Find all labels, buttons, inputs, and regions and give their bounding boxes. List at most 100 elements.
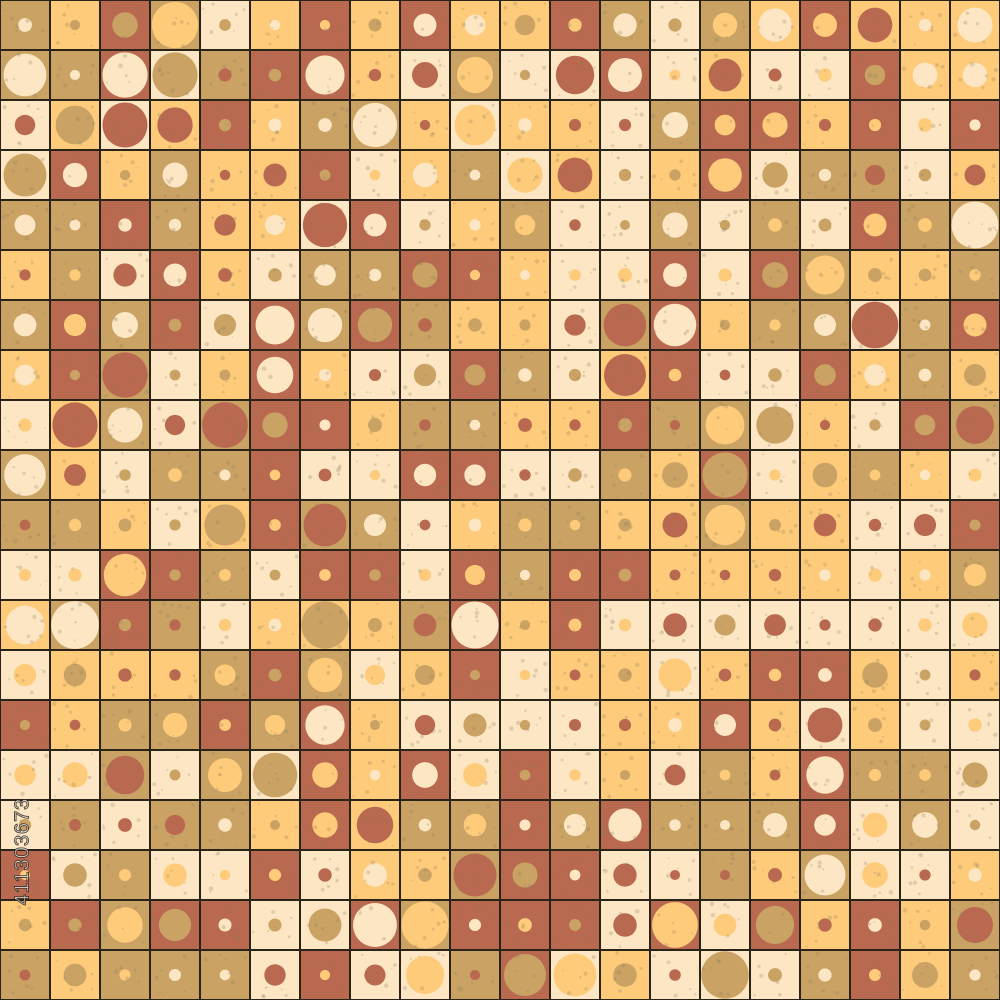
speckle — [101, 713, 106, 718]
speckle — [538, 716, 542, 720]
speckle — [302, 644, 306, 648]
speckle — [513, 72, 517, 75]
speckle — [751, 756, 755, 760]
tile-dot — [613, 963, 637, 987]
speckle — [113, 618, 117, 622]
tile — [701, 251, 749, 299]
tile-dot — [163, 863, 187, 887]
speckle — [414, 121, 417, 124]
speckle — [251, 92, 255, 96]
speckle — [516, 177, 521, 183]
speckle — [141, 734, 146, 740]
speckle — [820, 889, 825, 893]
speckle — [315, 503, 319, 507]
tile-dot — [118, 818, 132, 832]
speckle — [116, 340, 119, 343]
speckle — [523, 257, 527, 261]
speckle — [267, 52, 271, 56]
speckle — [877, 9, 881, 13]
tile — [851, 1, 899, 49]
speckle — [390, 575, 395, 579]
speckle — [672, 930, 676, 934]
speckle — [184, 470, 188, 474]
tile — [301, 351, 349, 399]
tile — [551, 401, 599, 449]
speckle — [791, 459, 797, 465]
speckle — [326, 884, 331, 889]
speckle — [778, 35, 783, 40]
speckle — [102, 826, 106, 830]
tile-dot — [662, 512, 688, 538]
speckle — [726, 934, 730, 938]
speckle — [823, 562, 827, 567]
speckle — [759, 134, 764, 140]
tile — [1, 451, 49, 499]
speckle — [114, 317, 117, 320]
speckle — [106, 211, 110, 215]
speckle — [863, 861, 868, 866]
speckle — [819, 508, 823, 512]
tile-dot — [864, 364, 886, 386]
speckle — [187, 454, 191, 458]
speckle — [914, 283, 918, 287]
tile-dot — [319, 569, 331, 581]
speckle — [714, 635, 716, 638]
tile-dot — [413, 613, 437, 637]
speckle — [919, 127, 924, 131]
tile — [501, 951, 549, 999]
speckle — [639, 19, 644, 24]
speckle — [714, 86, 718, 90]
tile — [951, 601, 999, 649]
speckle — [375, 439, 379, 442]
tile-dot — [451, 601, 499, 649]
tile-dot — [868, 268, 882, 282]
speckle — [763, 137, 768, 143]
speckle — [574, 742, 577, 746]
speckle — [393, 158, 397, 163]
speckle — [795, 640, 799, 644]
tile-dot — [252, 752, 298, 798]
speckle — [338, 609, 343, 615]
speckle — [261, 389, 264, 392]
speckle — [326, 670, 331, 675]
tile — [651, 451, 699, 499]
speckle — [119, 553, 122, 556]
speckle — [635, 908, 640, 914]
speckle — [322, 263, 326, 267]
speckle — [291, 442, 295, 447]
tile — [201, 201, 249, 249]
speckle — [818, 272, 824, 278]
speckle — [40, 157, 45, 162]
tile — [501, 151, 549, 199]
speckle — [204, 306, 207, 309]
speckle — [628, 80, 631, 83]
speckle — [344, 702, 350, 707]
speckle — [763, 653, 768, 658]
tile-dot — [356, 806, 394, 844]
speckle — [110, 802, 115, 808]
tile — [551, 951, 599, 999]
speckle — [479, 180, 482, 183]
tile — [701, 201, 749, 249]
speckle — [259, 387, 263, 391]
tile-dot — [468, 318, 482, 332]
speckle — [227, 123, 230, 126]
speckle — [827, 842, 831, 846]
tile-dot — [63, 963, 87, 987]
tile-dot — [102, 52, 148, 98]
tile — [401, 151, 449, 199]
tile — [751, 701, 799, 749]
speckle — [8, 724, 10, 727]
speckle — [11, 991, 15, 995]
speckle — [774, 729, 778, 733]
speckle — [473, 853, 478, 858]
speckle — [884, 917, 888, 922]
speckle — [271, 137, 276, 142]
speckle — [622, 314, 625, 318]
speckle — [639, 889, 643, 893]
speckle — [826, 641, 831, 646]
tile — [751, 351, 799, 399]
speckle — [141, 940, 145, 944]
speckle — [567, 561, 571, 565]
speckle — [7, 969, 12, 973]
